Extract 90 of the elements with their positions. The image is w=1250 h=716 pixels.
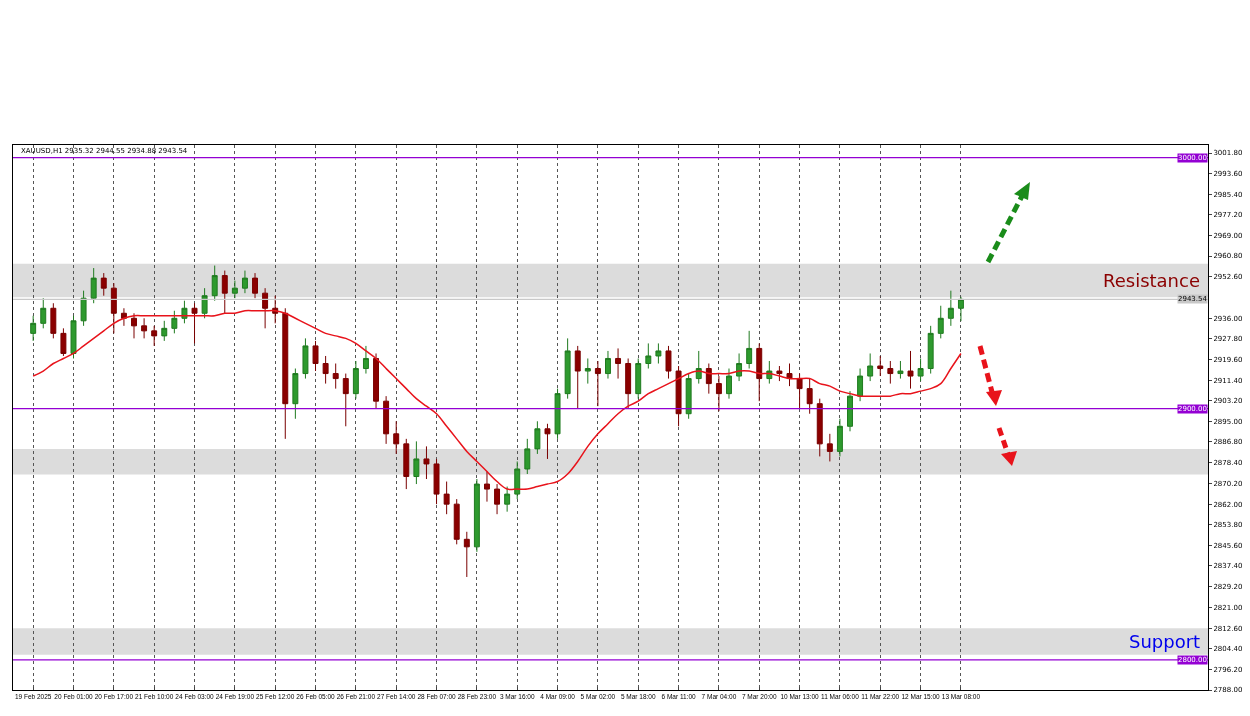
candlestick <box>90 267 97 304</box>
candlestick <box>927 325 934 375</box>
candlestick <box>554 388 561 440</box>
candlestick <box>705 363 712 395</box>
candlestick <box>252 272 258 299</box>
candlestick <box>322 355 329 385</box>
candlestick <box>584 357 591 385</box>
candlestick <box>151 325 158 347</box>
candlestick <box>484 471 490 503</box>
candlestick <box>393 420 400 455</box>
candlestick <box>433 458 440 505</box>
candlestick <box>473 478 480 553</box>
candlestick <box>907 350 914 390</box>
candlestick <box>917 357 924 382</box>
candlestick <box>383 395 390 445</box>
candlestick <box>50 302 57 339</box>
candlestick <box>443 481 450 515</box>
candlestick <box>131 312 137 339</box>
candlestick <box>776 365 783 382</box>
candlestick <box>100 272 107 297</box>
candlestick <box>362 345 369 375</box>
band-label: Resistance <box>1103 270 1200 291</box>
candlestick <box>615 347 622 380</box>
candlestick <box>806 378 813 415</box>
candlestick <box>947 290 954 327</box>
candlestick <box>645 342 652 370</box>
candlestick <box>524 438 531 475</box>
candlestick <box>504 486 511 513</box>
candlestick <box>60 327 67 357</box>
candlestick <box>463 531 470 578</box>
candlestick <box>605 350 611 380</box>
candlestick <box>161 320 168 342</box>
candlestick <box>937 305 944 339</box>
candlestick <box>675 365 682 427</box>
candlestick <box>796 373 803 410</box>
candlestick <box>332 363 339 390</box>
candlestick <box>857 368 864 402</box>
candlestick <box>826 433 833 462</box>
candlestick <box>262 287 269 329</box>
candlestick <box>957 296 964 322</box>
candlestick <box>534 420 541 455</box>
candlestick <box>373 352 380 410</box>
candlestick <box>30 315 37 342</box>
candlestick <box>655 342 662 364</box>
candlestick <box>312 340 319 372</box>
candlestick <box>141 317 148 339</box>
candlestick <box>231 280 238 299</box>
candlestick <box>40 297 47 329</box>
candlestick <box>715 375 722 412</box>
candlestick <box>514 460 521 500</box>
candlestick <box>453 498 460 545</box>
candlestick <box>423 445 430 480</box>
candlestick <box>282 307 289 440</box>
candlestick <box>756 342 763 402</box>
candlestick <box>120 307 127 327</box>
candlestick <box>816 398 823 457</box>
candlestick <box>836 418 843 457</box>
candlestick <box>201 287 208 319</box>
candlestick <box>897 360 904 380</box>
candlestick <box>635 357 642 400</box>
band-label: Support <box>1129 631 1201 652</box>
candlestick <box>887 360 894 385</box>
candlestick <box>685 373 692 420</box>
candlestick <box>594 360 601 407</box>
candlestick <box>110 282 117 334</box>
candlestick <box>70 315 77 359</box>
candlestick <box>877 355 884 377</box>
candlestick <box>221 270 228 314</box>
candlestick <box>292 368 299 420</box>
line-series <box>32 309 962 490</box>
candlestick <box>171 310 178 334</box>
candlestick <box>413 440 420 485</box>
candlestick <box>625 357 632 410</box>
candlestick <box>665 345 672 380</box>
candlestick <box>544 423 551 460</box>
candlestick <box>211 265 218 302</box>
candlestick <box>494 483 501 515</box>
candlestick <box>342 373 349 427</box>
candlestick <box>746 330 753 370</box>
candlestick <box>847 390 853 432</box>
candlestick <box>564 337 571 400</box>
candlestick <box>867 352 874 382</box>
candlestick <box>352 360 359 400</box>
candlestick <box>302 337 309 380</box>
candlestick <box>574 345 581 410</box>
candlestick <box>191 302 198 344</box>
candlestick <box>726 368 732 400</box>
candlestick <box>241 270 248 294</box>
candlestick <box>80 290 87 327</box>
candlestick <box>403 438 410 490</box>
